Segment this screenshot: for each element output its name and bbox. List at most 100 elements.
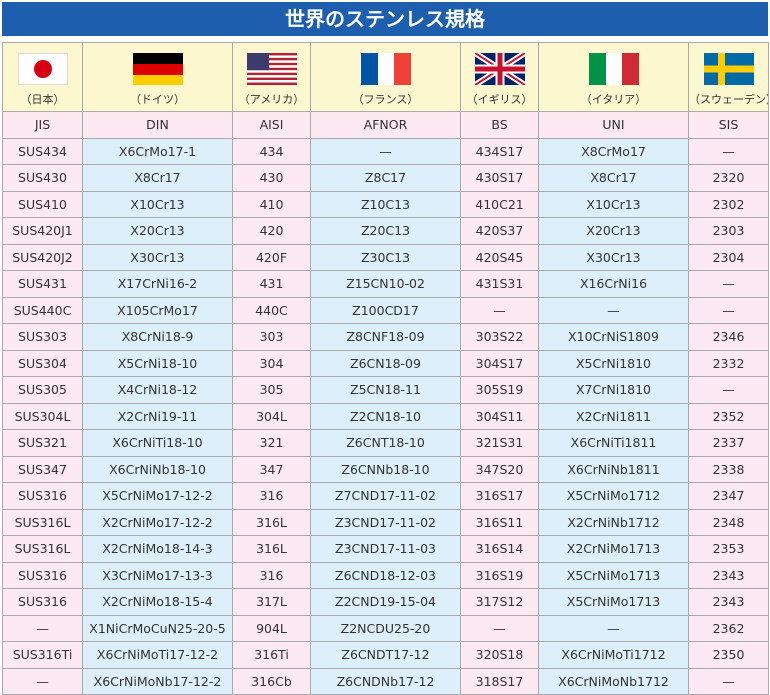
- cell: 410: [232, 190, 311, 218]
- column-header: UNI: [538, 111, 689, 139]
- cell: —: [460, 296, 539, 324]
- cell: 316Cb: [232, 667, 311, 695]
- country-cell: （イギリス）: [460, 42, 539, 112]
- cell: Z100CD17: [310, 296, 461, 324]
- cell: SUS431: [2, 270, 83, 298]
- flag: [703, 53, 754, 85]
- cell: X5CrNiMo17-12-2: [82, 482, 233, 510]
- flag: [360, 53, 411, 85]
- cell: 2362: [688, 614, 769, 642]
- data-row: SUS316 X2CrNiMo18-15-4 317L Z2CND19-15-04 31…: [2, 588, 769, 616]
- cell: 434S17: [460, 137, 539, 165]
- cell: SUS316L: [2, 535, 83, 563]
- cell: 420S37: [460, 217, 539, 245]
- cell: 347S20: [460, 455, 539, 483]
- cell: SUS304: [2, 349, 83, 377]
- cell: 420: [232, 217, 311, 245]
- cell: 2348: [688, 508, 769, 536]
- data-row: SUS420J1 X20Cr13 420 Z20C13 420S37 X20Cr13 230…: [2, 217, 769, 245]
- data-row: SUS321 X6CrNiTi18-10 321 Z6CNT18-10 321S31 X6…: [2, 429, 769, 457]
- cell: 321S31: [460, 429, 539, 457]
- cell: 2337: [688, 429, 769, 457]
- cell: Z8C17: [310, 164, 461, 192]
- country-label: （アメリカ）: [238, 93, 305, 106]
- country-cell: （ドイツ）: [82, 42, 233, 112]
- cell: Z2NCDU25-20: [310, 614, 461, 642]
- country-cell: （日本）: [2, 42, 83, 112]
- cell: 303: [232, 323, 311, 351]
- cell: —: [538, 296, 689, 324]
- cell: Z6CND18-12-03: [310, 561, 461, 589]
- data-row: SUS305 X4CrNi18-12 305 Z5CN18-11 305S19 X7CrN…: [2, 376, 769, 404]
- cell: SUS305: [2, 376, 83, 404]
- standards-table: （日本） （ドイツ） （アメリカ） （フランス） （イギリス） （イタリア） （スウェーデン…: [2, 42, 769, 695]
- cell: 303S22: [460, 323, 539, 351]
- cell: SUS420J2: [2, 243, 83, 271]
- cell: Z2CND19-15-04: [310, 588, 461, 616]
- cell: —: [688, 296, 769, 324]
- flag-row: （日本） （ドイツ） （アメリカ） （フランス） （イギリス） （イタリア） （スウェーデン…: [2, 42, 769, 112]
- cell: 318S17: [460, 667, 539, 695]
- cell: Z2CN18-10: [310, 402, 461, 430]
- cell: X8Cr17: [538, 164, 689, 192]
- cell: 2320: [688, 164, 769, 192]
- cell: X5CrNi1810: [538, 349, 689, 377]
- cell: 305: [232, 376, 311, 404]
- cell: Z8CNF18-09: [310, 323, 461, 351]
- cell: X6CrNiNb18-10: [82, 455, 233, 483]
- cell: 305S19: [460, 376, 539, 404]
- data-row: SUS304L X2CrNi19-11 304L Z2CN18-10 304S11 X2C…: [2, 402, 769, 430]
- cell: —: [688, 137, 769, 165]
- flag: [246, 53, 297, 85]
- cell: Z30C13: [310, 243, 461, 271]
- data-row: — X6CrNiMoNb17-12-2 316Cb Z6CNDNb17-12 318S1…: [2, 667, 769, 695]
- cell: 320S18: [460, 641, 539, 669]
- cell: 434: [232, 137, 311, 165]
- cell: Z3CND17-11-03: [310, 535, 461, 563]
- cell: X6CrNiNb1811: [538, 455, 689, 483]
- data-row: SUS430 X8Cr17 430 Z8C17 430S17 X8Cr17 2320: [2, 164, 769, 192]
- cell: Z5CN18-11: [310, 376, 461, 404]
- cell: X2CrNiMo18-15-4: [82, 588, 233, 616]
- cell: 2346: [688, 323, 769, 351]
- cell: SUS316: [2, 482, 83, 510]
- cell: X6CrMo17-1: [82, 137, 233, 165]
- country-cell: （アメリカ）: [232, 42, 311, 112]
- cell: 316L: [232, 508, 311, 536]
- cell: 347: [232, 455, 311, 483]
- cell: 2338: [688, 455, 769, 483]
- cell: Z6CNT18-10: [310, 429, 461, 457]
- cell: 410C21: [460, 190, 539, 218]
- cell: 420S45: [460, 243, 539, 271]
- cell: 2347: [688, 482, 769, 510]
- data-row: — X1NiCrMoCuN25-20-5 904L Z2NCDU25-20— —2362: [2, 614, 769, 642]
- data-row: SUS316Ti X6CrNiMoTi17-12-2 316Ti Z6CNDT17-1…: [2, 641, 769, 669]
- cell: X6CrNiMoTi17-12-2: [82, 641, 233, 669]
- cell: 430S17: [460, 164, 539, 192]
- data-row: SUS434 X6CrMo17-1 434—434S17 X8CrMo17—: [2, 137, 769, 165]
- country-label: （ドイツ）: [130, 93, 185, 106]
- data-row: SUS303 X8CrNi18-9 303 Z8CNF18-09 303S22 X10Cr…: [2, 323, 769, 351]
- cell: 431S31: [460, 270, 539, 298]
- cell: —: [2, 614, 83, 642]
- flag: [17, 53, 68, 85]
- cell: 431: [232, 270, 311, 298]
- cell: 316Ti: [232, 641, 311, 669]
- flag: [588, 53, 639, 85]
- data-row: SUS316L X2CrNiMo17-12-2 316L Z3CND17-11-02 3…: [2, 508, 769, 536]
- cell: X6CrNiMoNb1712: [538, 667, 689, 695]
- cell: —: [688, 376, 769, 404]
- country-label: （フランス）: [352, 93, 419, 106]
- cell: X10Cr13: [82, 190, 233, 218]
- data-row: SUS420J2 X30Cr13 420F Z30C13 420S45 X30Cr13 23…: [2, 243, 769, 271]
- cell: 440C: [232, 296, 311, 324]
- cell: SUS420J1: [2, 217, 83, 245]
- cell: 2332: [688, 349, 769, 377]
- cell: 2350: [688, 641, 769, 669]
- cell: SUS316L: [2, 508, 83, 536]
- data-row: SUS316 X5CrNiMo17-12-2 316 Z7CND17-11-02 316…: [2, 482, 769, 510]
- cell: SUS316: [2, 588, 83, 616]
- cell: X5CrNiMo1713: [538, 561, 689, 589]
- cell: X2CrNi1811: [538, 402, 689, 430]
- cell: X20Cr13: [82, 217, 233, 245]
